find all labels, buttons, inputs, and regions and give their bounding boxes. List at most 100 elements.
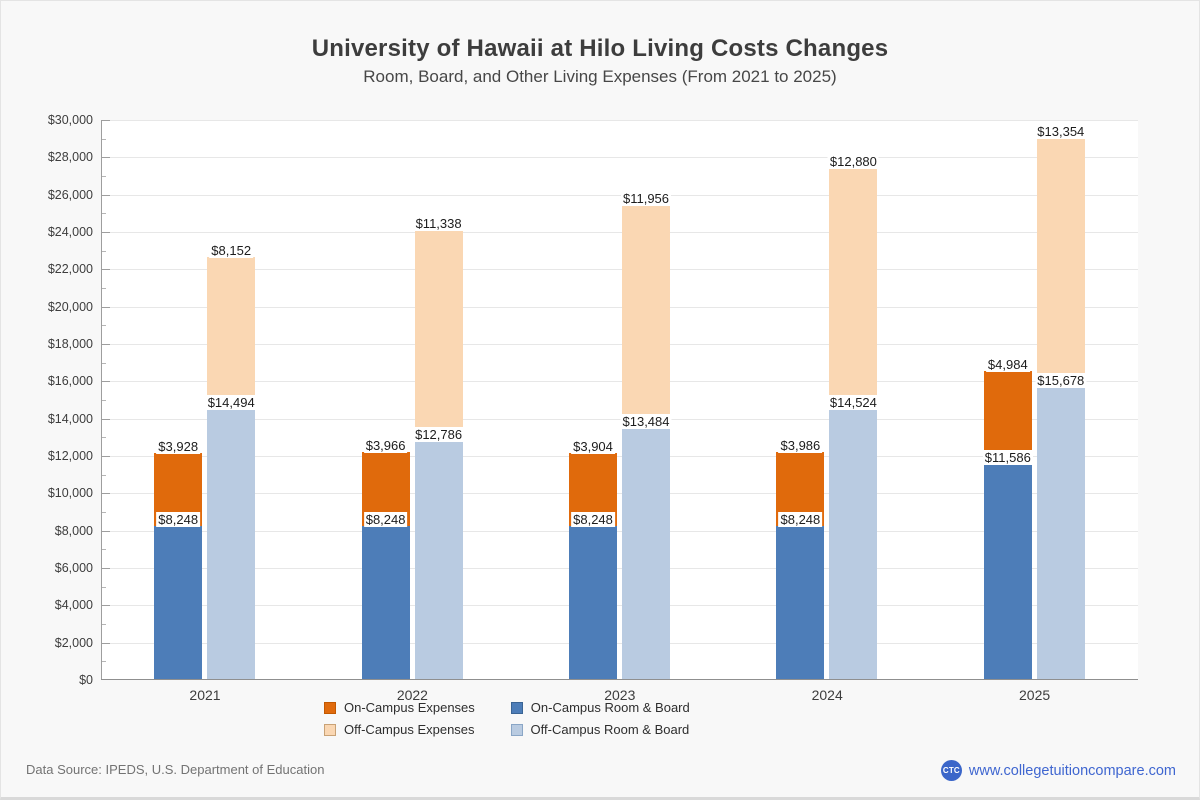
y-axis-label: $24,000 [47, 225, 93, 239]
bar-segment-off-campus-expenses[interactable] [829, 168, 878, 409]
bar-value-label: $8,248 [778, 512, 823, 528]
bar-value-label: $11,338 [413, 215, 464, 231]
y-axis-minor-tick [101, 400, 106, 401]
ctc-logo-icon: CTC [940, 760, 962, 781]
legend-label: Off-Campus Room & Board [530, 722, 690, 737]
bar-value-label: $3,928 [156, 438, 201, 454]
bar-value-label: $3,986 [778, 437, 823, 453]
bar-value-label: $12,786 [413, 427, 465, 443]
y-axis-tick [101, 456, 110, 457]
y-axis-tick [101, 493, 110, 495]
bar-value-label: $13,354 [1035, 124, 1087, 140]
bar-segment-off-campus-expenses[interactable] [207, 257, 256, 410]
bar-segment-on-campus-room-board[interactable] [569, 526, 617, 680]
y-axis-label: $20,000 [47, 299, 93, 314]
gridline [101, 642, 1138, 644]
chart-subtitle: Room, Board, and Other Living Expenses (… [363, 67, 837, 86]
y-axis-label: $16,000 [47, 374, 93, 389]
bar-value-label: $15,678 [1035, 373, 1087, 389]
x-axis-label: 2022 [396, 687, 428, 703]
bar-value-label: $11,586 [982, 449, 1033, 465]
gridline [101, 120, 1138, 121]
y-axis-label: $10,000 [47, 486, 93, 501]
y-axis-minor-tick [101, 213, 106, 215]
gridline [101, 605, 1138, 607]
bar-value-label: $12,880 [827, 154, 879, 170]
x-axis-label: 2025 [1019, 687, 1051, 703]
bar-segment-off-campus-room-board[interactable] [414, 441, 463, 680]
bar-segment-off-campus-room-board[interactable] [1036, 387, 1085, 680]
bar-segment-off-campus-room-board[interactable] [207, 409, 256, 680]
legend-swatch-icon [510, 701, 523, 714]
y-axis-minor-tick [101, 325, 106, 327]
y-axis-tick [101, 381, 110, 383]
y-axis-label: $12,000 [47, 449, 93, 463]
y-axis-tick [101, 232, 110, 233]
gridline [101, 232, 1138, 233]
y-axis-minor-tick [101, 176, 106, 177]
bar-segment-off-campus-expenses[interactable] [414, 229, 463, 442]
y-axis-label: $18,000 [47, 337, 93, 351]
bar-value-label: $14,524 [827, 394, 879, 410]
plot-area: $0 $2,000 $4,000 $6,000 $8,000 $10,000 $12,000… [48, 113, 1138, 703]
bar-value-label: $3,904 [571, 439, 615, 455]
legend-item-on-campus-room-board[interactable]: On-Campus Room & Board [510, 700, 690, 715]
bar-segment-off-campus-expenses[interactable] [1036, 138, 1085, 388]
gridline [101, 456, 1138, 457]
y-axis-minor-tick [101, 437, 106, 439]
gridline [101, 157, 1138, 159]
bar-value-label: $13,484 [620, 414, 672, 430]
bar-value-label: $11,956 [620, 191, 672, 207]
y-axis-minor-tick [101, 586, 106, 588]
y-axis-tick [101, 194, 110, 196]
bar-segment-off-campus-room-board[interactable] [622, 428, 670, 680]
bar-value-label: $8,152 [209, 243, 254, 259]
y-axis-tick [101, 530, 110, 532]
bar-segment-on-campus-room-board[interactable] [361, 526, 410, 680]
gridline [101, 306, 1138, 308]
y-axis-minor-tick [101, 512, 106, 513]
data-source-note: Data Source: IPEDS, U.S. Department of E… [26, 762, 325, 777]
gridline [101, 381, 1138, 383]
y-axis-label: $14,000 [47, 411, 93, 426]
legend-item-off-campus-room-board[interactable]: Off-Campus Room & Board [510, 722, 690, 737]
y-axis-minor-tick [101, 288, 106, 289]
bar-segment-on-campus-room-board[interactable] [776, 526, 825, 680]
x-axis-label: 2024 [811, 687, 843, 703]
y-axis-tick [101, 269, 110, 271]
bar-segment-off-campus-expenses[interactable] [622, 205, 670, 429]
gridline [101, 530, 1138, 532]
bar-value-label: $8,248 [363, 512, 408, 528]
y-axis-tick [101, 344, 110, 345]
gridline [101, 269, 1138, 271]
legend-swatch-icon [510, 723, 523, 736]
bar-value-label: $8,248 [156, 512, 201, 528]
bar-segment-on-campus-room-board[interactable] [154, 526, 203, 680]
bar-value-label: $4,984 [985, 356, 1030, 372]
legend-label: Off-Campus Expenses [344, 722, 475, 737]
y-axis-tick [101, 418, 110, 420]
bar-segment-on-campus-expenses[interactable] [983, 370, 1032, 464]
bar-segment-on-campus-room-board[interactable] [983, 463, 1032, 680]
legend-item-off-campus-expenses[interactable]: Off-Campus Expenses [324, 722, 475, 737]
bar-segment-off-campus-room-board[interactable] [829, 408, 878, 680]
y-axis-label: $30,000 [47, 113, 93, 127]
gridline [101, 493, 1138, 495]
legend-item-on-campus-expenses[interactable]: On-Campus Expenses [324, 700, 475, 715]
legend: On-Campus Expenses On-Campus Room & Board… [324, 700, 876, 737]
y-axis-minor-tick [101, 661, 106, 663]
gridline [101, 344, 1138, 345]
x-axis-line [101, 679, 1138, 680]
brand-link[interactable]: CTC www.collegetuitioncompare.com [940, 760, 1176, 781]
y-axis-tick [101, 642, 110, 644]
y-axis-minor-tick [101, 250, 106, 252]
y-axis-minor-tick [101, 474, 106, 476]
gridline [101, 418, 1138, 420]
y-axis-label: $22,000 [47, 262, 93, 277]
legend-swatch-icon [324, 701, 336, 714]
y-axis-tick [101, 605, 110, 607]
y-axis-minor-tick [101, 549, 106, 551]
y-axis-minor-tick [101, 138, 106, 140]
legend-swatch-icon [324, 723, 336, 736]
